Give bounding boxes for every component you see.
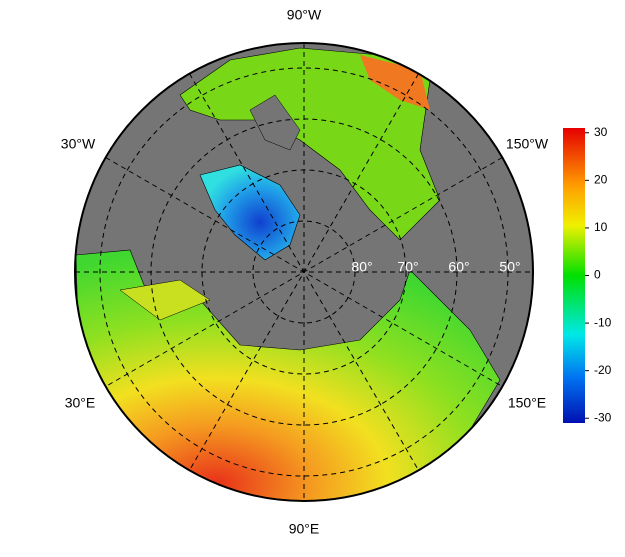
colorbar-tick-label: 30: [594, 125, 608, 139]
hudson-bay: [249, 94, 301, 151]
colorbar-tick-label: -20: [594, 363, 612, 377]
scandinavia: [119, 279, 211, 321]
north-america: [179, 47, 441, 241]
colorbar-tick-label: 10: [594, 220, 608, 234]
colorbar-tick-label: 0: [594, 268, 601, 282]
latitude-label: 70°: [397, 259, 418, 275]
greenland: [199, 164, 301, 261]
longitude-label: 30°W: [61, 136, 96, 152]
colorbar-ramp: [563, 128, 585, 423]
latitude-label: 80°: [351, 259, 372, 275]
latitude-label: 60°: [448, 259, 469, 275]
map-border: [74, 42, 534, 502]
longitude-label: 90°W: [287, 7, 322, 23]
latitude-label: 50°: [499, 259, 520, 275]
longitude-label: 90°E: [289, 521, 320, 537]
longitude-label: 150°W: [506, 136, 549, 152]
colorbar: 30 20 10 0 -10 -20 -30: [563, 125, 612, 424]
graticule: [75, 43, 533, 501]
labels: 90°W 30°W 150°W 30°E 150°E 90°E 80° 70° 60° 50°: [61, 7, 549, 537]
map-area: [75, 43, 533, 501]
longitude-label: 150°E: [508, 395, 546, 411]
longitude-label: 30°E: [65, 395, 96, 411]
colorbar-tick-label: -10: [594, 315, 612, 329]
colorbar-tick-label: -30: [594, 410, 612, 424]
meridian: [105, 157, 503, 387]
colorbar-tick-label: 20: [594, 173, 608, 187]
